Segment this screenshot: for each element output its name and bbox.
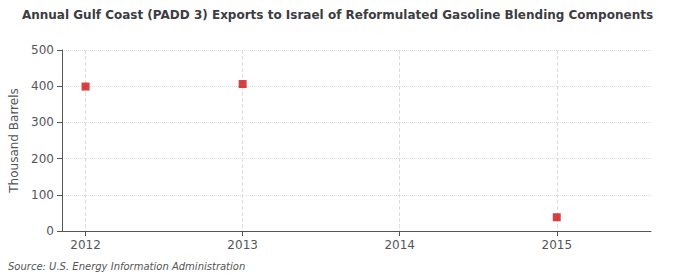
svg-text:Thousand Barrels: Thousand Barrels: [7, 88, 21, 193]
svg-text:2012: 2012: [70, 238, 101, 252]
svg-text:2013: 2013: [227, 238, 258, 252]
svg-text:300: 300: [31, 115, 54, 129]
svg-text:0: 0: [46, 224, 54, 238]
svg-text:100: 100: [31, 188, 54, 202]
svg-text:Source: U.S. Energy Informatio: Source: U.S. Energy Information Administ…: [8, 261, 245, 272]
svg-text:Annual Gulf Coast (PADD 3) Exp: Annual Gulf Coast (PADD 3) Exports to Is…: [22, 8, 653, 22]
svg-text:500: 500: [31, 43, 54, 57]
svg-text:400: 400: [31, 79, 54, 93]
svg-text:2014: 2014: [384, 238, 415, 252]
svg-text:200: 200: [31, 152, 54, 166]
svg-text:2015: 2015: [541, 238, 572, 252]
